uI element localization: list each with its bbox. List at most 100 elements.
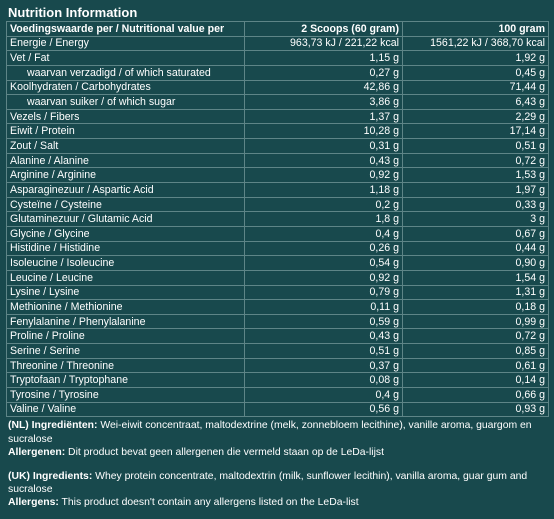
- table-row: Tryptofaan / Tryptophane 0,08 g 0,14 g: [6, 372, 549, 389]
- value-per-100g: 3 g: [402, 211, 549, 227]
- nutrient-label: Vezels / Fibers: [6, 108, 245, 125]
- nutrient-label: Valine / Valine: [6, 401, 245, 418]
- value-per-serving: 0,43 g: [244, 328, 403, 345]
- nutrient-label: Isoleucine / Isoleucine: [6, 255, 245, 271]
- value-per-serving: 0,59 g: [244, 313, 403, 330]
- nutrient-label: Threonine / Threonine: [6, 357, 245, 374]
- value-per-100g: 2,29 g: [402, 108, 549, 125]
- nutrient-label: Zout / Salt: [6, 138, 245, 154]
- table-row: Tyrosine / Tyrosine 0,4 g 0,66 g: [6, 387, 549, 403]
- table-header-row: Voedingswaarde per / Nutritional value p…: [6, 21, 549, 37]
- table-row: waarvan verzadigd / of which saturated 0,…: [6, 64, 549, 81]
- uk-allergens: Allergens: This product doesn't contain …: [8, 496, 546, 509]
- value-per-serving: 42,86 g: [244, 79, 403, 96]
- table-row: Arginine / Arginine 0,92 g 1,53 g: [6, 167, 549, 184]
- uk-allergens-label: Allergens:: [8, 497, 59, 509]
- nutrient-label: Fenylalanine / Phenylalanine: [6, 313, 245, 330]
- table-row: Threonine / Threonine 0,37 g 0,61 g: [6, 357, 549, 374]
- nutrient-label: Cysteïne / Cysteine: [6, 196, 245, 213]
- value-per-serving: 0,4 g: [244, 225, 403, 242]
- value-per-100g: 1561,22 kJ / 368,70 kcal: [402, 35, 549, 52]
- value-per-serving: 0,08 g: [244, 372, 403, 389]
- uk-ingredients: (UK) Ingredients: Whey protein concentra…: [8, 470, 546, 496]
- table-row: Glycine / Glycine 0,4 g 0,67 g: [6, 225, 549, 242]
- table-row: Eiwit / Protein 10,28 g 17,14 g: [6, 123, 549, 140]
- table-row: Histidine / Histidine 0,26 g 0,44 g: [6, 240, 549, 257]
- table-row: Alanine / Alanine 0,43 g 0,72 g: [6, 152, 549, 169]
- nl-ingredients: (NL) Ingrediënten: Wei-eiwit concentraat…: [8, 419, 546, 445]
- value-per-100g: 0,72 g: [402, 152, 549, 169]
- value-per-serving: 0,31 g: [244, 138, 403, 154]
- table-row: Vezels / Fibers 1,37 g 2,29 g: [6, 108, 549, 125]
- value-per-serving: 0,27 g: [244, 64, 403, 81]
- table-row: Isoleucine / Isoleucine 0,54 g 0,90 g: [6, 255, 549, 271]
- value-per-100g: 0,45 g: [402, 64, 549, 81]
- table-row: Energie / Energy 963,73 kJ / 221,22 kcal 1…: [6, 35, 549, 52]
- nutrient-label: Serine / Serine: [6, 343, 245, 359]
- table-row: Lysine / Lysine 0,79 g 1,31 g: [6, 284, 549, 301]
- header-nutrient: Voedingswaarde per / Nutritional value p…: [6, 21, 245, 37]
- value-per-100g: 0,99 g: [402, 313, 549, 330]
- product-notes: (NL) Ingrediënten: Wei-eiwit concentraat…: [6, 417, 548, 509]
- value-per-100g: 71,44 g: [402, 79, 549, 96]
- header-per-100g: 100 gram: [402, 21, 549, 37]
- uk-allergens-text: This product doesn't contain any allerge…: [58, 497, 359, 509]
- nutrient-label: Tryptofaan / Tryptophane: [6, 372, 245, 389]
- table-row: waarvan suiker / of which sugar 3,86 g 6,4…: [6, 94, 549, 110]
- table-row: Proline / Proline 0,43 g 0,72 g: [6, 328, 549, 345]
- value-per-serving: 0,92 g: [244, 269, 403, 286]
- nl-ingredients-label: (NL) Ingrediënten:: [8, 420, 98, 432]
- value-per-serving: 0,37 g: [244, 357, 403, 374]
- nl-allergens: Allergenen: Dit product bevat geen aller…: [8, 446, 546, 459]
- uk-ingredients-text: Whey protein concentrate, maltodextrin (…: [8, 470, 528, 496]
- nutrient-label: Lysine / Lysine: [6, 284, 245, 301]
- nl-ingredients-text: Wei-eiwit concentraat, maltodextrine (me…: [8, 420, 532, 445]
- value-per-serving: 0,54 g: [244, 255, 403, 271]
- value-per-serving: 0,4 g: [244, 387, 403, 403]
- header-per-serving: 2 Scoops (60 gram): [244, 21, 403, 37]
- nutrient-label: Koolhydraten / Carbohydrates: [6, 79, 245, 96]
- value-per-serving: 3,86 g: [244, 94, 403, 110]
- nutrient-label: Energie / Energy: [6, 35, 245, 52]
- nutrient-label: Asparaginezuur / Aspartic Acid: [6, 182, 245, 198]
- value-per-serving: 1,15 g: [244, 50, 403, 66]
- table-row: Vet / Fat 1,15 g 1,92 g: [6, 50, 549, 66]
- value-per-serving: 0,51 g: [244, 343, 403, 359]
- table-row: Valine / Valine 0,56 g 0,93 g: [6, 401, 549, 418]
- value-per-100g: 1,54 g: [402, 269, 549, 286]
- value-per-100g: 0,66 g: [402, 387, 549, 403]
- value-per-100g: 0,67 g: [402, 225, 549, 242]
- value-per-100g: 0,93 g: [402, 401, 549, 418]
- nutrition-table-body: Energie / Energy 963,73 kJ / 221,22 kcal 1…: [6, 35, 549, 418]
- nutrient-label: Methionine / Methionine: [6, 299, 245, 315]
- value-per-100g: 0,18 g: [402, 299, 549, 315]
- table-row: Zout / Salt 0,31 g 0,51 g: [6, 138, 549, 154]
- value-per-serving: 0,79 g: [244, 284, 403, 301]
- value-per-serving: 0,26 g: [244, 240, 403, 257]
- value-per-100g: 17,14 g: [402, 123, 549, 140]
- value-per-serving: 0,11 g: [244, 299, 403, 315]
- value-per-100g: 0,85 g: [402, 343, 549, 359]
- value-per-serving: 0,92 g: [244, 167, 403, 184]
- value-per-100g: 0,90 g: [402, 255, 549, 271]
- nutrient-label: Tyrosine / Tyrosine: [6, 387, 245, 403]
- value-per-100g: 0,44 g: [402, 240, 549, 257]
- nutrient-label: Proline / Proline: [6, 328, 245, 345]
- value-per-serving: 963,73 kJ / 221,22 kcal: [244, 35, 403, 52]
- nutrient-label: Arginine / Arginine: [6, 167, 245, 184]
- nl-allergens-text: Dit product bevat geen allergenen die ve…: [65, 446, 385, 458]
- value-per-100g: 1,53 g: [402, 167, 549, 184]
- value-per-100g: 1,92 g: [402, 50, 549, 66]
- nutrient-label: Histidine / Histidine: [6, 240, 245, 257]
- nutrient-label: Glutaminezuur / Glutamic Acid: [6, 211, 245, 227]
- nl-allergens-label: Allergenen:: [8, 446, 66, 458]
- value-per-serving: 0,56 g: [244, 401, 403, 418]
- uk-ingredients-label: (UK) Ingredients:: [8, 470, 93, 482]
- value-per-serving: 1,8 g: [244, 211, 403, 227]
- value-per-100g: 0,51 g: [402, 138, 549, 154]
- value-per-serving: 0,43 g: [244, 152, 403, 169]
- value-per-100g: 0,33 g: [402, 196, 549, 213]
- nutrition-table: Voedingswaarde per / Nutritional value p…: [6, 21, 549, 418]
